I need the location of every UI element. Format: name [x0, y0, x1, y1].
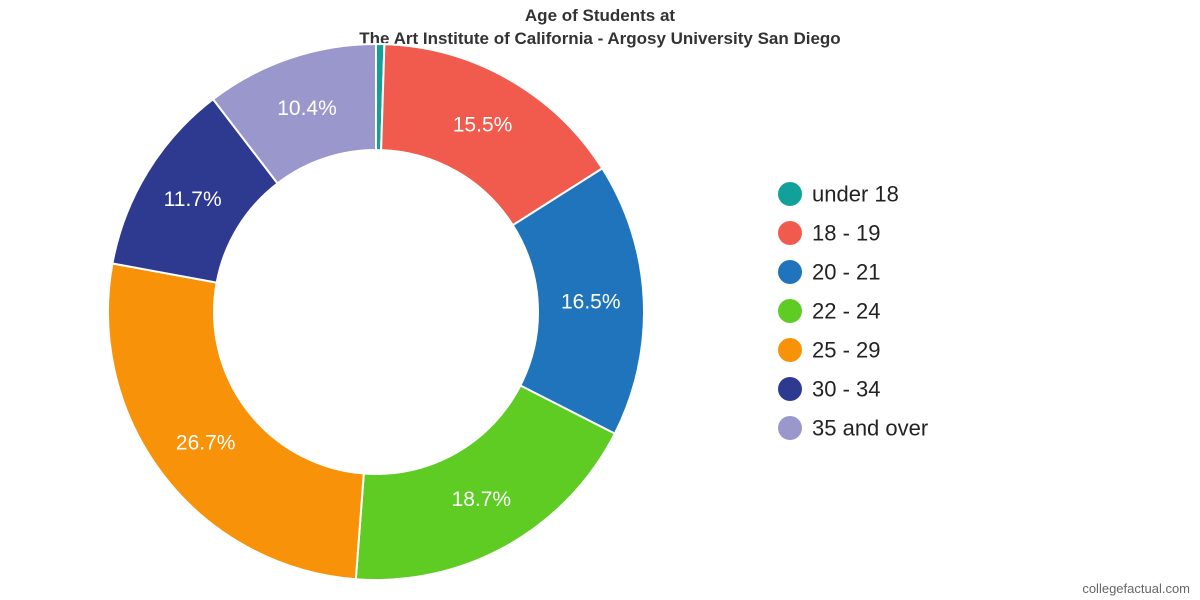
legend-swatch	[778, 221, 802, 245]
slice-20-21	[511, 167, 645, 436]
legend-swatch	[778, 338, 802, 362]
legend-label: 30 - 34	[812, 377, 881, 402]
legend-label: under 18	[812, 182, 899, 207]
legend-swatch	[778, 299, 802, 323]
slice-labels: 15.5% 16.5% 18.7% 26.7% 11.7% 10.4%	[164, 97, 621, 511]
slice-label: 26.7%	[176, 432, 236, 455]
legend-swatch	[778, 182, 802, 206]
slice-label: 18.7%	[452, 488, 512, 511]
slice-18-19	[380, 43, 604, 227]
slice-25-29	[107, 262, 365, 581]
legend-swatch	[778, 377, 802, 401]
donut-slices	[107, 42, 645, 581]
legend-label: 20 - 21	[812, 260, 881, 285]
chart-subtitle: The Art Institute of California - Argosy…	[359, 29, 841, 48]
chart-legend: under 18 18 - 19 20 - 21 22 - 24 25 - 29 30 -…	[778, 182, 928, 441]
legend-swatch	[778, 416, 802, 440]
slice-22-24	[354, 384, 617, 581]
chart-title: Age of Students at	[524, 6, 676, 25]
slice-35-and-over	[211, 42, 377, 185]
legend-label: 22 - 24	[812, 299, 881, 324]
legend-label: 25 - 29	[812, 338, 881, 363]
legend-swatch	[778, 260, 802, 284]
legend-label: 35 and over	[812, 416, 928, 441]
legend-label: 18 - 19	[812, 221, 881, 246]
slice-label: 11.7%	[164, 188, 222, 211]
slice-label: 10.4%	[277, 97, 337, 120]
slice-label: 15.5%	[453, 114, 513, 137]
site-credit[interactable]: collegefactual.com	[1082, 581, 1190, 596]
slice-label: 16.5%	[561, 290, 621, 313]
